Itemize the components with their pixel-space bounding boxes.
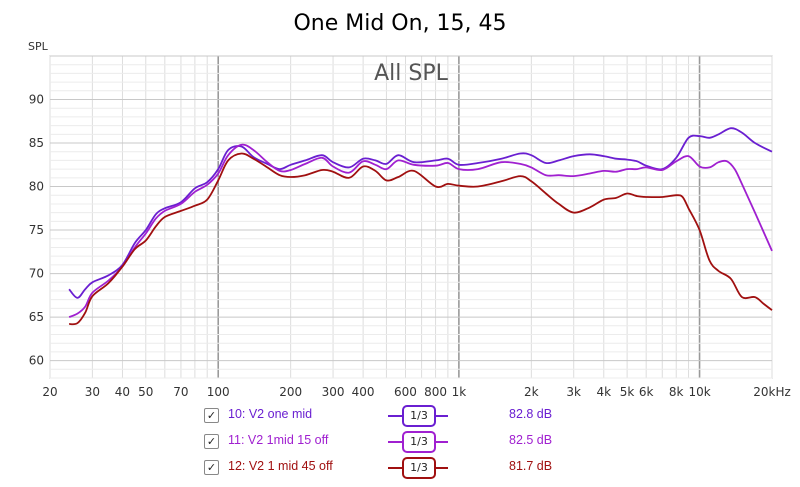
x-tick-label: 30 (85, 385, 100, 399)
grid (49, 55, 773, 379)
legend-level-3: 81.7 dB (509, 459, 553, 473)
x-tick-label: 8k (669, 385, 684, 399)
series-group (68, 127, 773, 326)
x-tick-label: 20kHz (753, 385, 791, 399)
y-axis-label: SPL (28, 40, 49, 53)
legend-name-3: 12: V2 1 mid 45 off (228, 459, 333, 473)
legend-level-1: 82.8 dB (509, 407, 553, 421)
plot-area (49, 55, 773, 379)
x-tick-label: 300 (322, 385, 345, 399)
y-tick-label: 60 (29, 354, 44, 368)
x-tick-label: 5k (620, 385, 635, 399)
x-tick-label: 100 (207, 385, 230, 399)
chart: One Mid On, 15, 45 SPL 60 65 70 75 80 85 90 20… (28, 11, 791, 399)
x-tick-label: 3k (566, 385, 581, 399)
x-tick-label: 4k (596, 385, 611, 399)
x-tick-label: 600 (394, 385, 417, 399)
smoothing-indicator-1[interactable]: 1/3 (388, 405, 448, 427)
smoothing-indicator-3[interactable]: 1/3 (388, 457, 448, 479)
x-tick-label: 400 (352, 385, 375, 399)
smoothing-box-2: 1/3 (402, 431, 436, 453)
chart-title: One Mid On, 15, 45 (293, 11, 506, 36)
legend-row-2: ✓ 11: V2 1mid 15 off 1/3 82.5 dB (204, 431, 624, 453)
y-tick-label: 85 (29, 136, 44, 150)
legend-name-1: 10: V2 one mid (228, 407, 313, 421)
legend-checkbox-3[interactable]: ✓ (204, 460, 219, 475)
x-tick-label: 2k (524, 385, 539, 399)
y-tick-label: 80 (29, 180, 44, 194)
x-ticks: 20 30 40 50 70 100 200 300 400 600 800 1k 2k 3k 4k 5k 6k… (42, 385, 790, 399)
x-tick-label: 6k (639, 385, 654, 399)
legend-row-3: ✓ 12: V2 1 mid 45 off 1/3 81.7 dB (204, 457, 624, 479)
series-line-3 (69, 152, 773, 326)
plot-inner-label: All SPL (374, 61, 448, 86)
x-tick-label: 1k (452, 385, 467, 399)
series-line-2 (68, 143, 773, 318)
legend-row-1: ✓ 10: V2 one mid 1/3 82.8 dB (204, 405, 624, 427)
x-tick-label: 20 (42, 385, 57, 399)
x-tick-label: 10k (688, 385, 710, 399)
x-tick-label: 50 (138, 385, 153, 399)
legend-checkbox-2[interactable]: ✓ (204, 434, 219, 449)
y-tick-label: 65 (29, 310, 44, 324)
y-tick-label: 90 (29, 93, 44, 107)
y-ticks: 60 65 70 75 80 85 90 (29, 93, 44, 368)
legend-name-2: 11: V2 1mid 15 off (228, 433, 329, 447)
x-tick-label: 800 (424, 385, 447, 399)
legend-checkbox-1[interactable]: ✓ (204, 408, 219, 423)
legend-level-2: 82.5 dB (509, 433, 553, 447)
x-tick-label: 200 (279, 385, 302, 399)
smoothing-indicator-2[interactable]: 1/3 (388, 431, 448, 453)
y-tick-label: 75 (29, 223, 44, 237)
x-tick-label: 40 (115, 385, 130, 399)
smoothing-box-3: 1/3 (402, 457, 436, 479)
smoothing-box-1: 1/3 (402, 405, 436, 427)
x-tick-label: 70 (173, 385, 188, 399)
y-tick-label: 70 (29, 267, 44, 281)
